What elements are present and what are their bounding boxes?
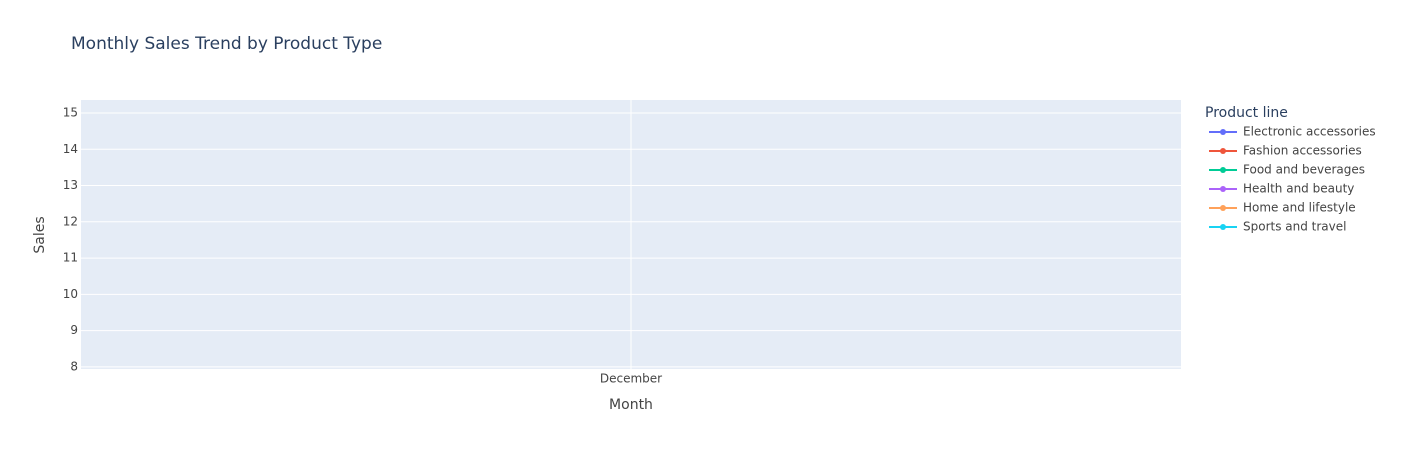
y-tick-label: 14 <box>63 142 78 156</box>
x-axis-label: Month <box>609 397 653 413</box>
legend-title: Product line <box>1205 105 1288 121</box>
y-tick-label: 9 <box>70 323 78 337</box>
y-tick-label: 8 <box>70 359 78 373</box>
chart-title: Monthly Sales Trend by Product Type <box>71 34 382 54</box>
x-tick-label: December <box>600 372 662 386</box>
y-tick-label: 11 <box>63 251 78 265</box>
y-axis-label: Sales <box>32 216 48 253</box>
legend-label: Electronic accessories <box>1243 125 1376 139</box>
legend-label: Home and lifestyle <box>1243 201 1356 215</box>
legend-marker <box>1220 224 1226 230</box>
y-tick-label: 13 <box>63 178 78 192</box>
legend-label: Food and beverages <box>1243 163 1365 177</box>
legend-marker <box>1220 167 1226 173</box>
legend-label: Fashion accessories <box>1243 144 1362 158</box>
y-tick-label: 15 <box>63 106 78 120</box>
legend-label: Health and beauty <box>1243 182 1354 196</box>
legend-marker <box>1220 205 1226 211</box>
y-tick-label: 10 <box>63 287 78 301</box>
legend-marker <box>1220 186 1226 192</box>
legend-label: Sports and travel <box>1243 220 1346 234</box>
y-tick-label: 12 <box>63 214 78 228</box>
legend-marker <box>1220 129 1226 135</box>
legend-marker <box>1220 148 1226 154</box>
